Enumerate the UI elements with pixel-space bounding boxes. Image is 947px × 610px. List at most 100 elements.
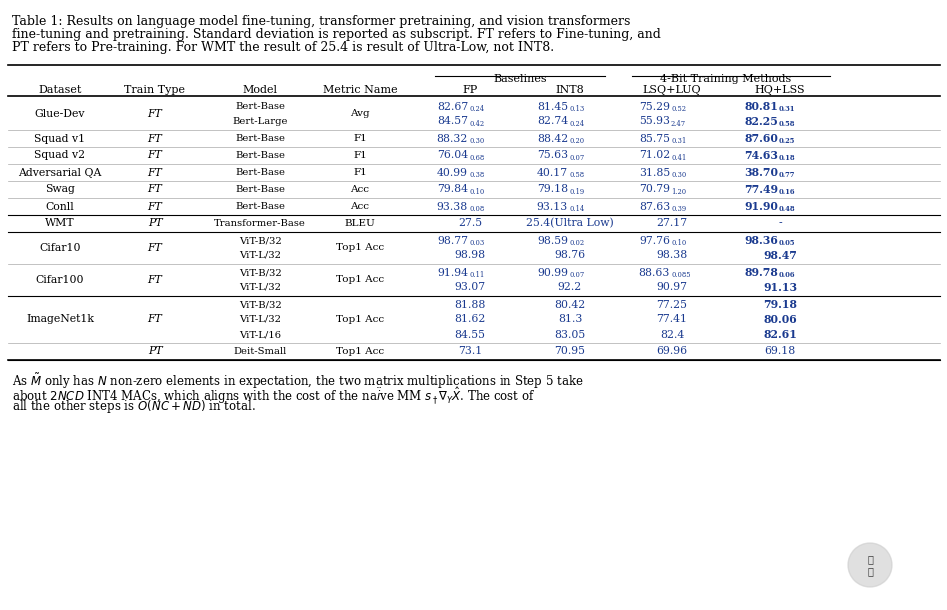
Text: WMT: WMT	[45, 218, 75, 229]
Text: 0.05: 0.05	[779, 239, 795, 247]
Text: 71.02: 71.02	[638, 151, 670, 160]
Text: Cifar100: Cifar100	[36, 275, 84, 285]
Text: 0.10: 0.10	[469, 188, 484, 196]
Text: 0.25: 0.25	[779, 137, 795, 145]
Text: 0.03: 0.03	[469, 239, 484, 247]
Text: 40.99: 40.99	[437, 168, 468, 178]
Text: 79.18: 79.18	[537, 184, 568, 195]
Text: 0.30: 0.30	[671, 171, 687, 179]
Text: 69.18: 69.18	[764, 346, 795, 356]
Text: Acc: Acc	[350, 185, 369, 194]
Text: Top1 Acc: Top1 Acc	[336, 243, 384, 253]
Text: Conll: Conll	[45, 201, 75, 212]
Text: Adversarial QA: Adversarial QA	[18, 168, 101, 178]
Text: FT: FT	[148, 201, 162, 212]
Text: Bert-Base: Bert-Base	[235, 168, 285, 177]
Text: ViT-L/32: ViT-L/32	[239, 251, 281, 260]
Text: 2.47: 2.47	[671, 120, 687, 128]
Text: 88.32: 88.32	[437, 134, 468, 143]
Text: 0.52: 0.52	[671, 105, 686, 113]
Text: 0.39: 0.39	[671, 205, 687, 213]
Text: ViT-L/32: ViT-L/32	[239, 315, 281, 324]
Text: 31.85: 31.85	[638, 168, 670, 178]
Text: 91.13: 91.13	[763, 282, 797, 293]
Text: 77.49: 77.49	[744, 184, 778, 195]
Text: FT: FT	[148, 275, 162, 285]
Text: ViT-L/32: ViT-L/32	[239, 283, 281, 292]
Text: 87.60: 87.60	[744, 133, 778, 144]
Text: 77.25: 77.25	[656, 300, 688, 309]
Text: 88.63: 88.63	[638, 268, 670, 278]
Text: 82.25: 82.25	[744, 116, 778, 127]
Text: 0.13: 0.13	[569, 105, 584, 113]
Text: 93.07: 93.07	[455, 282, 486, 293]
Text: 85.75: 85.75	[639, 134, 670, 143]
Text: 74.63: 74.63	[744, 150, 778, 161]
Text: fine-tuning and pretraining. Standard deviation is reported as subscript. FT ref: fine-tuning and pretraining. Standard de…	[12, 28, 661, 41]
Text: Top1 Acc: Top1 Acc	[336, 315, 384, 324]
Text: F1: F1	[353, 134, 366, 143]
Text: F1: F1	[353, 168, 366, 177]
Circle shape	[848, 543, 892, 587]
Text: 27.17: 27.17	[656, 218, 688, 229]
Text: 90.99: 90.99	[537, 268, 568, 278]
Text: 80.42: 80.42	[554, 300, 585, 309]
Text: 0.06: 0.06	[779, 271, 795, 279]
Text: 0.42: 0.42	[469, 120, 484, 128]
Text: 84.55: 84.55	[455, 329, 486, 340]
Text: 0.16: 0.16	[779, 188, 795, 196]
Text: F1: F1	[353, 151, 366, 160]
Text: 81.62: 81.62	[455, 315, 486, 325]
Text: 1.20: 1.20	[671, 188, 687, 196]
Text: 0.38: 0.38	[469, 171, 484, 179]
Text: 0.14: 0.14	[569, 205, 584, 213]
Text: 0.31: 0.31	[779, 105, 795, 113]
Text: 98.59: 98.59	[537, 235, 568, 245]
Text: 98.76: 98.76	[554, 251, 585, 260]
Text: 76.04: 76.04	[437, 151, 468, 160]
Text: 98.38: 98.38	[656, 251, 688, 260]
Text: BLEU: BLEU	[345, 219, 375, 228]
Text: 98.77: 98.77	[437, 235, 468, 245]
Text: 38.70: 38.70	[744, 167, 778, 178]
Text: 83.05: 83.05	[554, 329, 585, 340]
Text: Train Type: Train Type	[124, 85, 186, 95]
Text: 92.2: 92.2	[558, 282, 582, 293]
Text: Deit-Small: Deit-Small	[233, 347, 287, 356]
Text: FT: FT	[148, 109, 162, 119]
Text: 82.67: 82.67	[437, 101, 468, 112]
Text: 0.10: 0.10	[671, 239, 687, 247]
Text: 0.11: 0.11	[469, 271, 484, 279]
Text: 82.4: 82.4	[660, 329, 684, 340]
Text: ViT-B/32: ViT-B/32	[239, 236, 281, 245]
Text: FP: FP	[462, 85, 477, 95]
Text: 0.085: 0.085	[671, 271, 690, 279]
Text: 81.88: 81.88	[455, 300, 486, 309]
Text: 0.07: 0.07	[569, 271, 584, 279]
Text: 90.97: 90.97	[656, 282, 688, 293]
Text: 27.5: 27.5	[458, 218, 482, 229]
Text: 69.96: 69.96	[656, 346, 688, 356]
Text: LSQ+LUQ: LSQ+LUQ	[643, 85, 702, 95]
Text: FT: FT	[148, 168, 162, 178]
Text: INT8: INT8	[556, 85, 584, 95]
Text: 0.48: 0.48	[779, 205, 795, 213]
Text: Dataset: Dataset	[38, 85, 81, 95]
Text: FT: FT	[148, 184, 162, 195]
Text: Avg: Avg	[350, 110, 370, 118]
Text: Glue-Dev: Glue-Dev	[35, 109, 85, 119]
Text: 0.77: 0.77	[779, 171, 795, 179]
Text: Top1 Acc: Top1 Acc	[336, 276, 384, 284]
Text: 87.63: 87.63	[638, 201, 670, 212]
Text: 0.24: 0.24	[469, 105, 484, 113]
Text: 0.30: 0.30	[469, 137, 484, 145]
Text: FT: FT	[148, 134, 162, 143]
Text: Bert-Large: Bert-Large	[232, 117, 288, 126]
Text: ViT-B/32: ViT-B/32	[239, 300, 281, 309]
Text: Bert-Base: Bert-Base	[235, 151, 285, 160]
Text: Squad v2: Squad v2	[34, 151, 85, 160]
Text: 0.07: 0.07	[569, 154, 584, 162]
Text: Baselines: Baselines	[493, 74, 546, 84]
Text: 81.3: 81.3	[558, 315, 582, 325]
Text: 研
智: 研 智	[867, 554, 873, 576]
